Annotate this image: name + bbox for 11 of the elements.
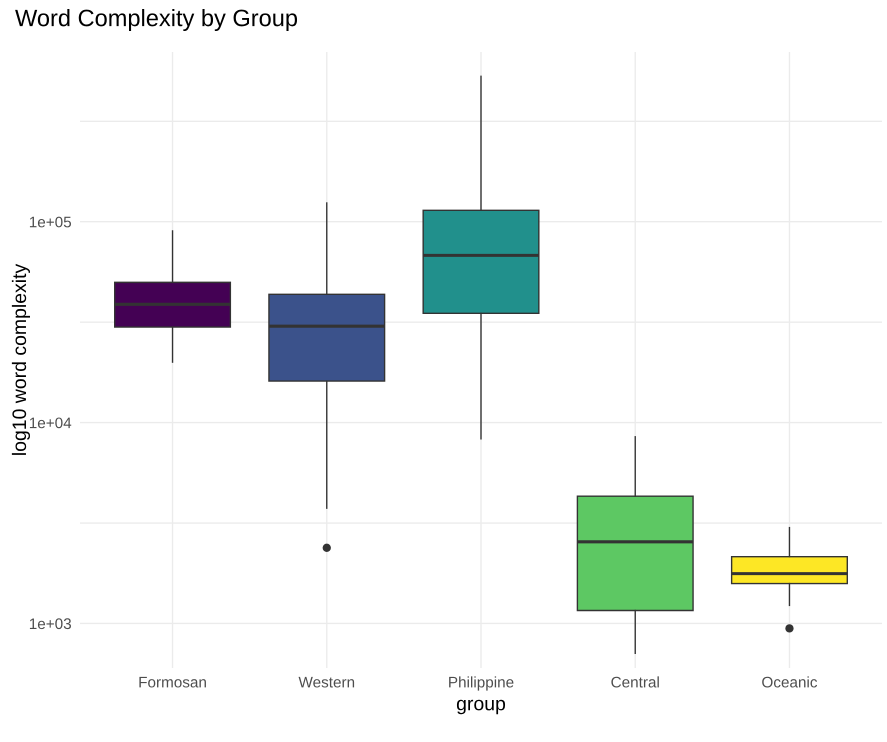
x-tick-label: Oceanic [762, 676, 818, 688]
y-tick-label: 1e+05 [30, 216, 72, 228]
chart-title: Word Complexity by Group [15, 8, 298, 32]
y-axis-title: log10 word complexity [12, 264, 30, 455]
y-tick-label: 1e+03 [30, 618, 71, 630]
x-axis-title: group [456, 700, 506, 714]
x-tick-label: Philippine [449, 676, 514, 691]
y-tick-label: 1e+04 [30, 417, 72, 428]
x-tick-label: Central [611, 676, 659, 688]
x-tick-label: Western [298, 676, 354, 688]
x-tick-label: Formosan [139, 676, 206, 688]
